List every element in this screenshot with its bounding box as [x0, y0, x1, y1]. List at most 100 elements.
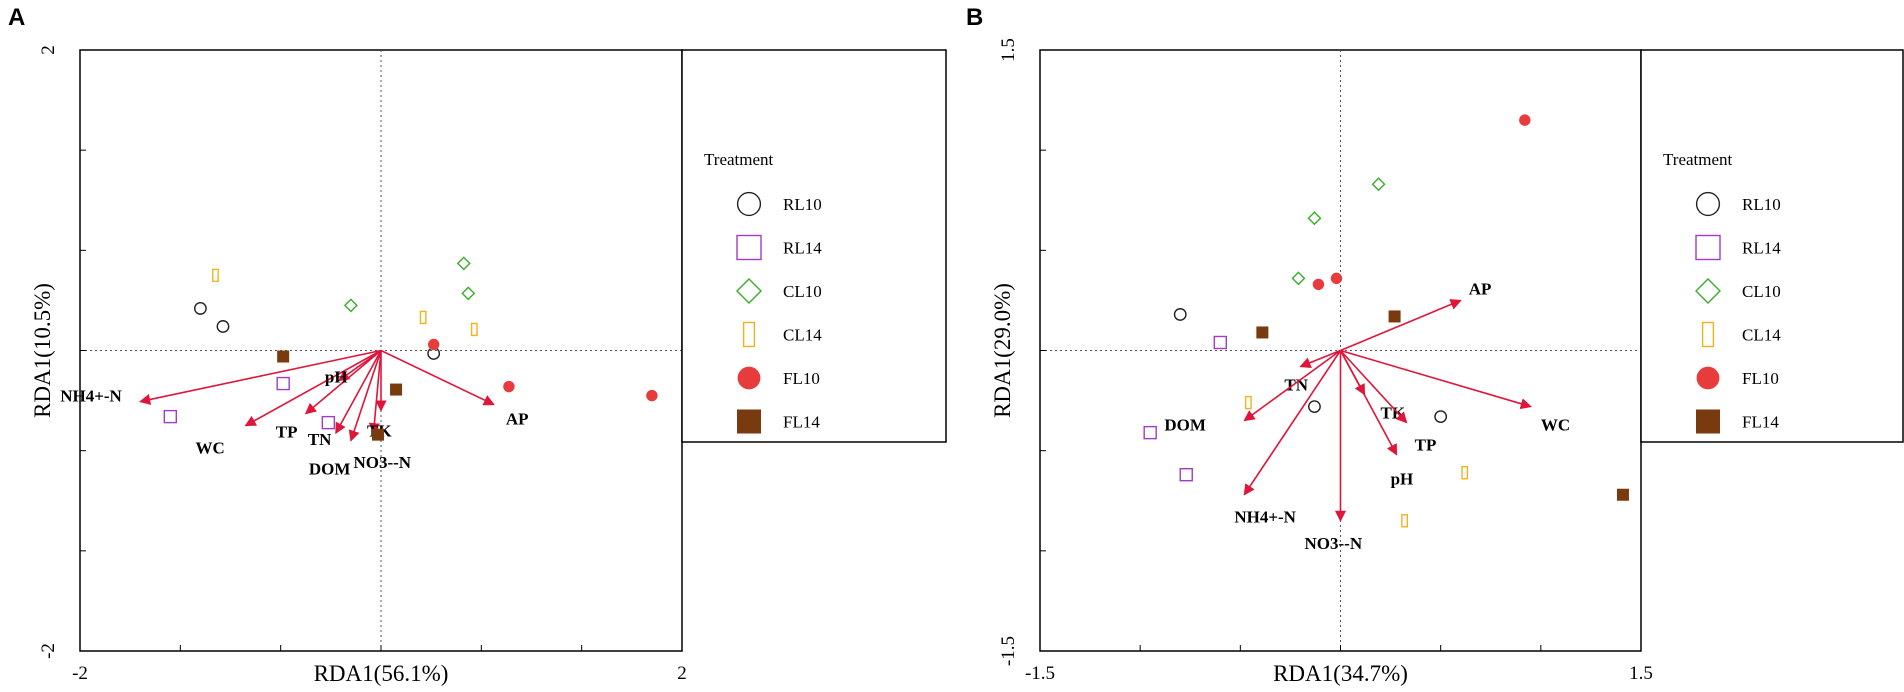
rda-panel-a: -2 2 2 -2 RDA1(56.1%) RDA1(10.5%) NH4+-N WC TP pH… [30, 45, 947, 686]
panel-b-point-rl10 [1308, 400, 1321, 413]
panel-a-point-rl14 [321, 415, 336, 430]
panel-a-x-tick-label-max: 2 [677, 663, 687, 684]
panel-a-vector-label-ap: AP [506, 410, 529, 429]
panel-a-legend-marker-cl10 [736, 278, 762, 304]
panel-a-point-fl10 [646, 389, 658, 402]
panel-b-legend-marker-fl14 [1696, 409, 1720, 434]
panel-b-legend-label-fl10: FL10 [1742, 369, 1779, 388]
panel-b-legend-label-rl10: RL10 [1742, 195, 1781, 214]
panel-a-vector-dom [348, 350, 382, 442]
panel-b-vector-ph [1339, 350, 1398, 456]
panel-a-legend-label-cl14: CL14 [783, 326, 822, 345]
panel-b-legend-title: Treatment [1663, 150, 1733, 169]
panel-b-point-cl10 [1291, 271, 1306, 286]
panel-b-y-tick-label-max: 1.5 [998, 38, 1019, 62]
panel-a-legend-box [681, 49, 947, 443]
panel-b-legend-label-rl14: RL14 [1742, 239, 1781, 258]
panel-a-legend-marker-fl14 [737, 409, 761, 434]
panel-a-vector-tp [304, 349, 382, 415]
panel-b-point-fl14 [1256, 326, 1269, 339]
panel-a-y-tick-label-max: 2 [38, 45, 59, 55]
panel-a-point-fl10 [503, 380, 515, 393]
panel-a-vector-ap [380, 349, 495, 406]
panel-b-point-fl14 [1388, 310, 1401, 323]
panel-b-vector-label-tn: TN [1284, 376, 1308, 395]
panel-b-vector-label-no3-n: NO3--N [1305, 534, 1363, 553]
panel-b-point-rl14 [1179, 468, 1193, 482]
panel-a-legend-label-fl10: FL10 [783, 369, 820, 388]
panel-a-point-rl10 [216, 320, 230, 333]
panel-a-vector-label-dom: DOM [309, 460, 351, 479]
panel-a-vector-label-ph: pH [325, 368, 348, 387]
panel-b-vector-ap [1340, 299, 1462, 352]
panel-a-point-cl10 [343, 298, 358, 313]
panel-b-legend-marker-rl14 [1695, 234, 1721, 261]
panel-b-point-rl14 [1143, 425, 1157, 440]
panel-b-vector-label-nh4-n: NH4+-N [1234, 508, 1296, 527]
panel-a-legend-title: Treatment [704, 150, 774, 169]
panel-a-legend-marker-rl10 [736, 191, 762, 217]
panel-b-vector-tp [1339, 349, 1408, 424]
panel-a-point-fl14 [371, 428, 384, 441]
panel-a-vector-label-tp: TP [276, 423, 298, 442]
panel-a-vector-no3-n [368, 350, 382, 435]
panel-b-vector-label-ph: pH [1391, 470, 1414, 489]
panel-b-legend-marker-fl10 [1696, 366, 1720, 390]
panel-b-y-tick-label-min: -1.5 [998, 636, 1019, 666]
panel-b-vector-label-tp: TP [1415, 436, 1437, 455]
panel-b-point-cl10 [1307, 211, 1322, 226]
panel-b-point-rl14 [1213, 335, 1228, 350]
panel-b-vector-label-wc: WC [1541, 416, 1570, 435]
panel-a-vector-label-no3-n: NO3--N [353, 453, 411, 472]
panel-a-legend-label-cl10: CL10 [783, 282, 822, 301]
panel-a-legend-label-rl14: RL14 [783, 239, 822, 258]
panel-a-x-tick-label-min: -2 [72, 663, 88, 684]
panel-b-legend-box [1640, 49, 1904, 443]
panel-b-legend-marker-cl10 [1695, 278, 1721, 304]
panel-b-point-cl10 [1371, 177, 1386, 192]
panel-a-legend-label-rl10: RL10 [783, 195, 822, 214]
panel-b-point-cl14 [1461, 466, 1469, 480]
panel-b-legend-label-cl14: CL14 [1742, 326, 1781, 345]
panel-b-vector-nh4-n [1243, 350, 1342, 496]
panel-a-point-rl14 [163, 409, 178, 424]
panel-b-point-rl10 [1434, 410, 1448, 424]
panel-a-vector-label-nh4-n: NH4+-N [60, 387, 122, 406]
panel-b-legend-marker-cl14 [1701, 321, 1715, 348]
panel-a-label: A [8, 4, 26, 31]
panel-a-y-tick-label-min: -2 [38, 643, 59, 659]
panel-a-point-cl10 [456, 256, 471, 271]
panel-a-point-cl14 [212, 268, 219, 283]
panel-b-y-axis-title: RDA1(29.0%) [990, 283, 1015, 418]
panel-b-x-tick-label-max: 1.5 [1629, 663, 1653, 684]
panel-a-point-fl14 [277, 350, 290, 363]
panel-a-legend-marker-cl14 [742, 321, 756, 348]
panel-a-legend-marker-fl10 [737, 366, 761, 390]
panel-a-vector-tn [335, 350, 382, 435]
panel-a-y-axis-title: RDA1(10.5%) [30, 283, 55, 418]
panel-a-point-cl10 [461, 286, 476, 301]
panel-b-vector-dom [1243, 349, 1341, 422]
panel-a-legend-label-fl14: FL14 [783, 413, 820, 432]
panel-b-legend-label-cl10: CL10 [1742, 282, 1781, 301]
panel-a-point-cl14 [419, 310, 427, 325]
panel-b-vector-label-ap: AP [1469, 279, 1492, 298]
panel-a-legend-marker-rl14 [736, 234, 762, 261]
panel-b-point-rl10 [1173, 308, 1187, 321]
panel-a-x-axis-title: RDA1(56.1%) [314, 661, 449, 686]
panel-a-point-cl14 [470, 322, 478, 337]
panel-a-vector-ph [337, 349, 382, 382]
panel-b-point-fl10 [1330, 272, 1343, 285]
panel-b-x-tick-label-min: -1.5 [1025, 663, 1055, 684]
panel-b-vector-tn [1299, 349, 1341, 368]
panel-b-point-fl10 [1519, 114, 1531, 126]
panel-b-x-axis-title: RDA1(34.7%) [1273, 661, 1408, 686]
rda-panel-b: -1.5 1.5 1.5 -1.5 RDA1(34.7%) RDA1(29.0%) AP WC… [990, 38, 1904, 686]
panel-b-legend-marker-rl10 [1695, 191, 1721, 217]
panel-a-vector-nh4-n [139, 349, 382, 405]
panel-b-point-fl10 [1312, 278, 1325, 291]
panel-b-legend-label-fl14: FL14 [1742, 413, 1779, 432]
panel-a-vector-label-tn: TN [308, 430, 332, 449]
panel-a-point-rl14 [276, 376, 290, 391]
